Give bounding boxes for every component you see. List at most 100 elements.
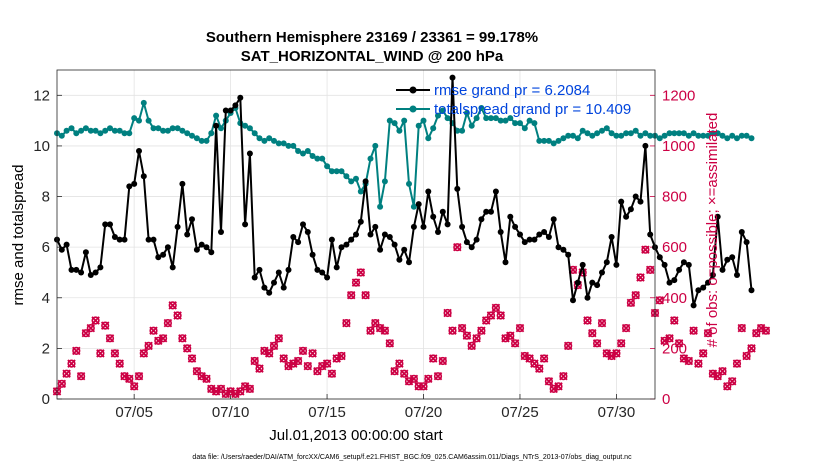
obs-assimilated-point [303,361,313,371]
rmse-point [468,244,475,251]
rmse-point [300,221,306,228]
totalspread-point [160,127,167,134]
y-tick-label: 0 [42,391,50,408]
rmse-point [724,256,731,263]
obs-possible-point [163,319,172,328]
obs-assimilated-point [433,371,443,381]
obs-assimilated-point [510,339,520,348]
obs-assimilated-point [129,382,139,391]
y-right-tick-label: 1200 [662,87,695,104]
rmse-point [521,239,528,246]
obs-assimilated-point [462,331,472,340]
obs-assimilated-point [351,278,361,287]
rmse-point [396,256,403,263]
totalspread-point [111,127,118,134]
obs-assimilated-point [718,366,727,376]
obs-assimilated-point [163,318,173,328]
obs-assimilated-point [626,298,636,308]
obs-possible-point [351,278,361,287]
totalspread-point [372,142,379,149]
rmse-point [256,266,263,273]
obs-assimilated-point [375,323,385,333]
totalspread-point [623,130,630,137]
rmse-point [671,277,678,284]
obs-possible-point [564,341,573,351]
rmse-point [232,102,239,109]
y-tick-label: 8 [42,189,50,206]
rmse-point [705,279,711,286]
rmse-point [545,234,552,240]
rmse-point [661,261,668,268]
totalspread-point [492,115,499,122]
rmse-point [222,107,229,114]
obs-assimilated-point [182,344,192,353]
totalspread-point [155,125,162,132]
totalspread-point [333,168,340,175]
rmse-point [656,254,663,261]
obs-assimilated-point [260,346,269,356]
obs-assimilated-point [670,316,679,325]
obs-possible-point [752,329,761,338]
totalspread-point [198,137,205,144]
rmse-point [420,223,427,230]
rmse-point [242,221,249,228]
totalspread-point [58,132,65,139]
rmse-point [73,266,80,273]
totalspread-point [290,142,297,149]
rmse-point [531,236,538,243]
obs-assimilated-point [86,323,96,333]
totalspread-point [536,137,543,144]
totalspread-point [459,127,466,134]
y-right-tick-label: 800 [662,189,687,206]
totalspread-point [594,130,601,137]
rmse-point [439,208,446,215]
obs-possible-point [592,339,602,348]
totalspread-point [463,110,470,116]
totalspread-point [526,117,533,124]
obs-possible-point [250,356,259,366]
totalspread-point [193,135,200,142]
rmse-point [251,274,258,281]
obs-assimilated-point [100,321,110,330]
obs-possible-point [496,311,505,320]
totalspread-point [637,132,644,139]
obs-assimilated-point [342,318,351,328]
obs-possible-point [742,351,751,361]
rmse-point [155,254,162,261]
rmse-point [695,287,702,294]
x-tick-label: 07/25 [501,404,539,421]
rmse-point [574,279,581,286]
obs-possible-point [462,331,472,340]
obs-assimilated-point [448,326,457,335]
obs-assimilated-point [139,349,149,358]
legend-rmse-marker [409,86,417,94]
obs-assimilated-point [631,290,640,300]
obs-possible-point [641,245,650,254]
rmse-point [410,223,417,230]
obs-assimilated-point [588,328,597,338]
totalspread-point [541,137,548,144]
totalspread-point [203,137,210,144]
totalspread-point [300,150,306,157]
obs-possible-point [76,372,86,381]
totalspread-point [367,155,374,162]
rmse-point [517,231,523,238]
totalspread-point [78,127,85,134]
obs-possible-point [438,356,447,366]
chart-title: Southern Hemisphere 23169 / 23361 = 99.1… [206,29,538,46]
legend-spread-label: totalspread grand pr = 10.409 [434,101,631,118]
totalspread-point [468,122,475,129]
totalspread-point [589,132,596,139]
obs-assimilated-point [727,377,737,386]
obs-assimilated-point [346,290,356,300]
totalspread-point [328,168,335,175]
obs-possible-point [448,326,457,335]
rmse-point [502,259,509,266]
obs-assimilated-point [57,379,67,389]
x-tick-label: 07/05 [115,404,153,421]
obs-assimilated-point [105,334,115,343]
rmse-point [647,231,654,238]
rmse-point [237,94,244,101]
rmse-point [550,216,557,223]
totalspread-point [661,132,668,139]
